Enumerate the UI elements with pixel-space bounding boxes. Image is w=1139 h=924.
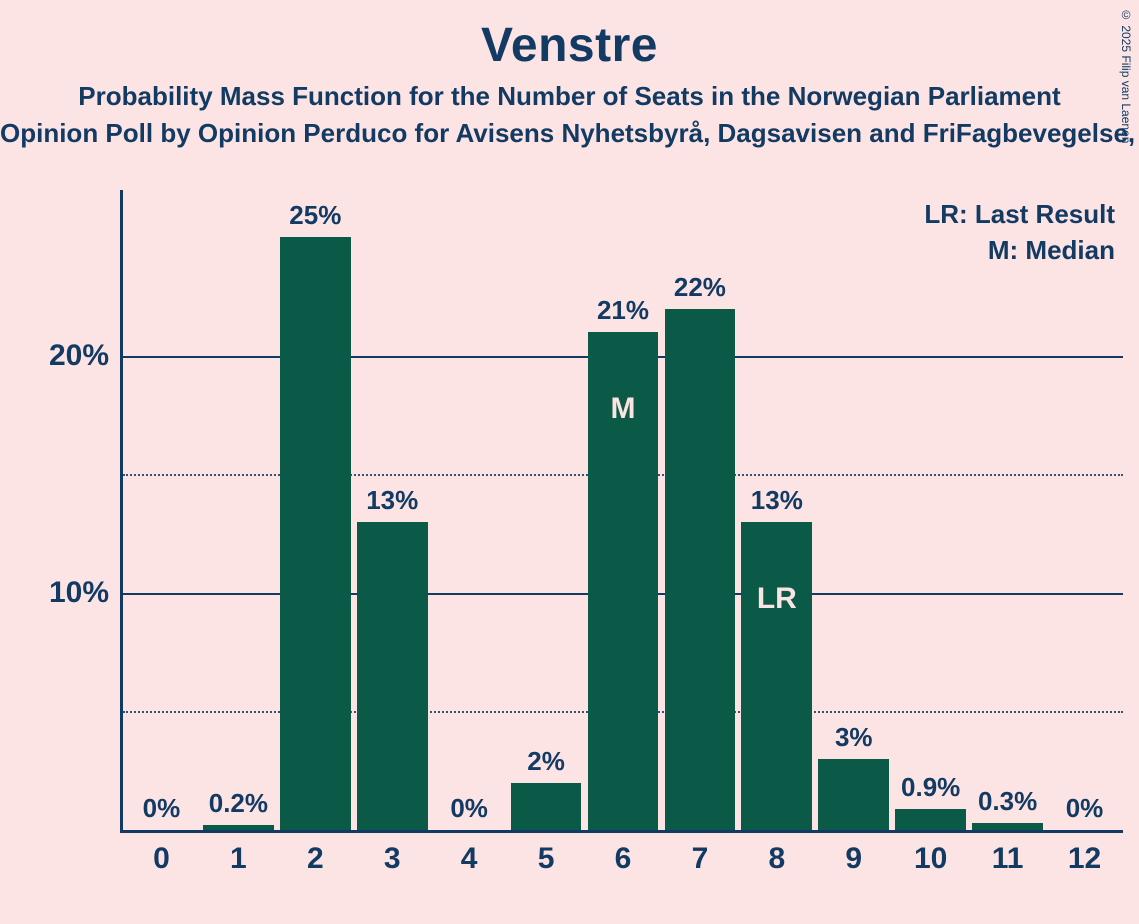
bar-value-label: 0% bbox=[143, 793, 181, 824]
x-tick-label: 8 bbox=[769, 842, 786, 876]
bar-value-label: 25% bbox=[289, 200, 341, 231]
bar: 3% bbox=[818, 759, 889, 830]
x-tick-label: 10 bbox=[914, 842, 947, 876]
bar-value-label: 21% bbox=[597, 295, 649, 326]
bar: 22% bbox=[665, 309, 736, 830]
x-tick-label: 12 bbox=[1068, 842, 1101, 876]
bar: 2% bbox=[511, 783, 582, 830]
bar-value-label: 0% bbox=[1066, 793, 1104, 824]
bar: 25% bbox=[280, 237, 351, 830]
chart-subtitle-1: Probability Mass Function for the Number… bbox=[0, 81, 1139, 112]
chart-subtitle-2: Opinion Poll by Opinion Perduco for Avis… bbox=[0, 118, 1139, 149]
bar-value-label: 0% bbox=[450, 793, 488, 824]
x-tick-label: 1 bbox=[230, 842, 247, 876]
bar-value-label: 3% bbox=[835, 722, 873, 753]
chart-container: LR: Last Result M: Median 10%20%0%0.2%25… bbox=[30, 190, 1120, 910]
x-tick-label: 0 bbox=[153, 842, 170, 876]
x-tick-label: 9 bbox=[845, 842, 862, 876]
bar-value-label: 13% bbox=[751, 485, 803, 516]
x-tick-label: 3 bbox=[384, 842, 401, 876]
x-tick-label: 4 bbox=[461, 842, 478, 876]
bar-value-label: 0.2% bbox=[209, 788, 268, 819]
bar: 13% bbox=[357, 522, 428, 830]
bars-group: 0%0.2%25%13%0%2%21%M22%13%LR3%0.9%0.3%0% bbox=[123, 190, 1123, 830]
x-tick-label: 2 bbox=[307, 842, 324, 876]
chart-title: Venstre bbox=[0, 0, 1139, 73]
bar-value-label: 0.9% bbox=[901, 772, 960, 803]
x-tick-label: 7 bbox=[692, 842, 709, 876]
bar-value-label: 0.3% bbox=[978, 786, 1037, 817]
bar: 0.9% bbox=[895, 809, 966, 830]
bar: 13%LR bbox=[741, 522, 812, 830]
x-tick-label: 11 bbox=[992, 842, 1024, 876]
bar-value-label: 22% bbox=[674, 272, 726, 303]
bar-value-label: 2% bbox=[527, 746, 565, 777]
bar: 0.2% bbox=[203, 825, 274, 830]
annotation-last-result: LR bbox=[757, 582, 797, 616]
bar-value-label: 13% bbox=[366, 485, 418, 516]
x-tick-label: 6 bbox=[615, 842, 632, 876]
bar: 21%M bbox=[588, 332, 659, 830]
annotation-median: M bbox=[610, 392, 635, 426]
bar: 0.3% bbox=[972, 823, 1043, 830]
copyright-text: © 2025 Filip van Laenen bbox=[1119, 8, 1133, 143]
plot-area: LR: Last Result M: Median 10%20%0%0.2%25… bbox=[120, 190, 1123, 833]
x-tick-label: 5 bbox=[538, 842, 555, 876]
y-tick-label: 10% bbox=[49, 576, 123, 610]
y-tick-label: 20% bbox=[49, 339, 123, 373]
